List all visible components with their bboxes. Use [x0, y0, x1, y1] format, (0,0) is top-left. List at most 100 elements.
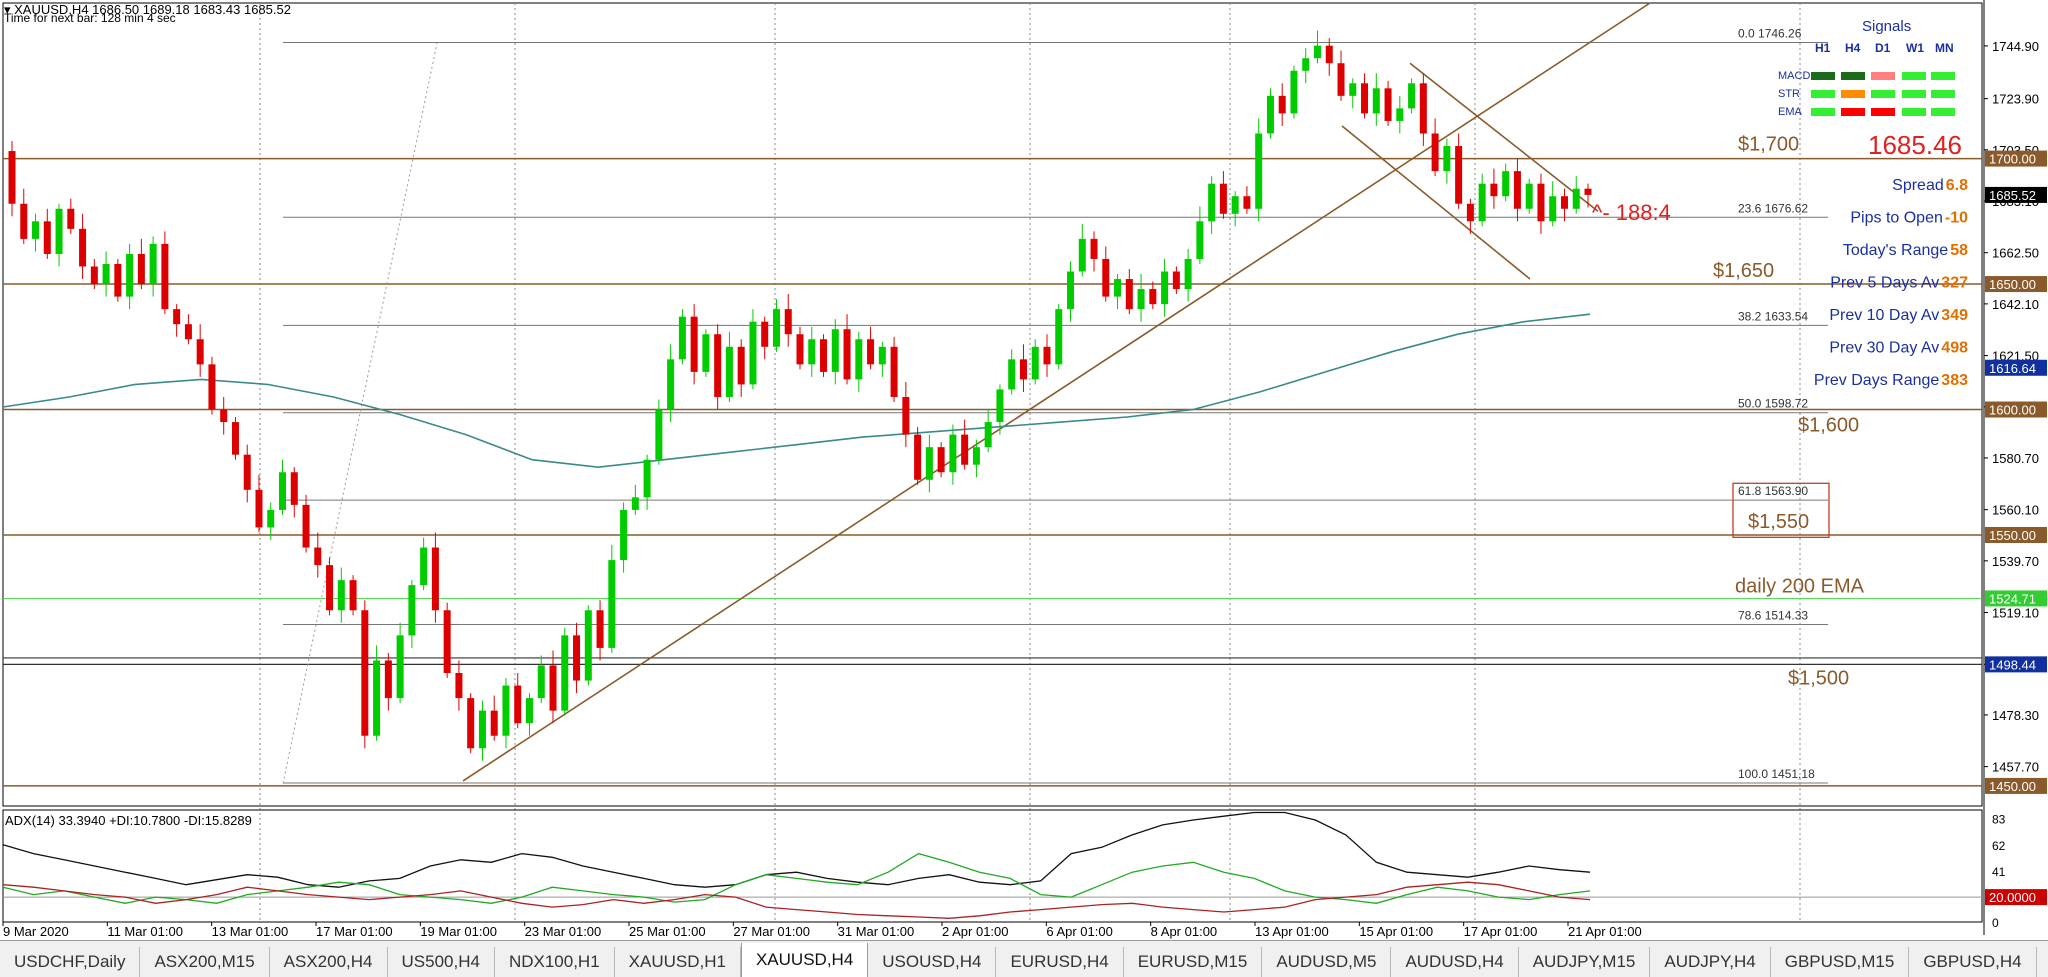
- tab-gbpusd-m15[interactable]: GBPUSD,M15: [1771, 947, 1910, 977]
- candlesticks: [8, 30, 1592, 761]
- signal-indicator: [1931, 90, 1955, 98]
- adx-tick-label: 20.0000: [1989, 890, 2036, 905]
- candle-body: [1196, 221, 1204, 259]
- candle-body: [843, 329, 851, 380]
- tab-us500-h4[interactable]: US500,H4: [388, 947, 495, 977]
- candle-body: [1337, 63, 1345, 96]
- info-row: Pips to Open -10: [1850, 210, 1968, 227]
- fib-label: 0.0 1746.26: [1738, 26, 1802, 40]
- candle-body: [796, 334, 804, 365]
- info-label: Spread: [1892, 177, 1944, 194]
- candle-body: [514, 685, 522, 724]
- tab-audjpy-m15[interactable]: AUDJPY,M15: [1519, 947, 1651, 977]
- time-axis: 9 Mar 2020 11 Mar 01:00 13 Mar 01:00 17 Mar…: [2, 922, 1642, 939]
- level-text: $1,600: [1798, 415, 1859, 437]
- candle-body: [467, 698, 475, 749]
- candle-body: [831, 329, 839, 372]
- info-row: Today's Range 58: [1843, 242, 1968, 259]
- info-row: Prev 5 Days Av 327: [1830, 275, 1968, 292]
- level-price-label: 1550.00: [1989, 528, 2036, 543]
- level-price-marker: [1985, 150, 2047, 167]
- signal-indicator: [1841, 108, 1865, 116]
- x-tick-label: 31 Mar 01:00: [838, 924, 915, 939]
- tab-ndx100-h1[interactable]: NDX100,H1: [495, 947, 615, 977]
- candle-body: [537, 665, 545, 699]
- tab-nzdusd-m15[interactable]: NZDUSD,M15: [2037, 947, 2048, 977]
- tab-eurusd-h4[interactable]: EURUSD,H4: [996, 947, 1124, 977]
- candle-body: [326, 565, 334, 611]
- candle-body: [678, 316, 686, 360]
- candle-body: [725, 346, 733, 397]
- signals-column-label: D1: [1875, 41, 1891, 55]
- candle-body: [949, 434, 957, 473]
- candle-body: [126, 253, 134, 297]
- y-tick-label: 1519.10: [1992, 606, 2039, 621]
- candle-body: [914, 434, 922, 480]
- signal-indicator: [1902, 90, 1926, 98]
- candle-body: [1502, 171, 1510, 197]
- candle-body: [1455, 146, 1463, 204]
- candle-body: [55, 208, 63, 254]
- signal-indicator: [1811, 72, 1835, 80]
- candle-body: [890, 346, 898, 397]
- ema-curve: [2, 313, 1591, 469]
- tab-asx200-h4[interactable]: ASX200,H4: [270, 947, 388, 977]
- candle-body: [1255, 133, 1263, 209]
- tab-xauusd-h1[interactable]: XAUUSD,H1: [615, 947, 741, 977]
- info-value: 349: [1941, 307, 1968, 324]
- tab-usdchf-daily[interactable]: USDCHF,Daily: [0, 947, 141, 977]
- candle-body: [243, 454, 251, 490]
- candle-body: [1055, 309, 1063, 365]
- candle-body: [384, 660, 392, 699]
- tab-asx200-m15[interactable]: ASX200,M15: [140, 947, 270, 977]
- candle-body: [1408, 83, 1416, 109]
- info-label: Prev 30 Day Av: [1829, 340, 1939, 357]
- candle-body: [784, 309, 792, 335]
- candle-body: [1184, 258, 1192, 290]
- adx-label: ADX(14) 33.3940 +DI:10.7800 -DI:15.8289: [5, 813, 252, 828]
- signal-indicator: [1931, 108, 1955, 116]
- x-tick-label: 13 Apr 01:00: [1255, 924, 1329, 939]
- x-tick-label: 8 Apr 01:00: [1151, 924, 1218, 939]
- candle-body: [79, 228, 87, 267]
- candle-body: [20, 203, 28, 239]
- x-tick-label: 17 Apr 01:00: [1464, 924, 1538, 939]
- candle-body: [714, 334, 722, 397]
- candle-body: [996, 389, 1004, 423]
- candle-body: [643, 459, 651, 498]
- tab-audusd-m5[interactable]: AUDUSD,M5: [1262, 947, 1392, 977]
- tab-eurusd-m15[interactable]: EURUSD,M15: [1124, 947, 1263, 977]
- x-tick-label: 17 Mar 01:00: [316, 924, 393, 939]
- signal-indicator: [1871, 72, 1895, 80]
- fib-label: 61.8 1563.90: [1738, 484, 1808, 498]
- tab-gbpusd-h4[interactable]: GBPUSD,H4: [1909, 947, 2037, 977]
- signals-column-label: MN: [1935, 41, 1954, 55]
- fibonacci-levels: 0.0 1746.26 23.6 1676.62 38.2 1633.54 50.0 …: [283, 26, 1828, 784]
- info-value: 6.8: [1946, 177, 1968, 194]
- level-text: $1,700: [1738, 134, 1799, 156]
- level-1500-text: $1,500: [1788, 667, 1849, 689]
- info-row: Spread 6.8: [1892, 177, 1968, 194]
- tab-xauusd-h4[interactable]: XAUUSD,H4: [740, 943, 869, 977]
- candle-body: [1313, 45, 1321, 59]
- candle-body: [584, 610, 592, 681]
- candle-body: [972, 447, 980, 465]
- candle-body: [173, 309, 181, 325]
- x-tick-label: 9 Mar 2020: [3, 924, 69, 939]
- candle-body: [690, 316, 698, 372]
- signals-column-label: W1: [1906, 41, 1924, 55]
- tab-audjpy-h4[interactable]: AUDJPY,H4: [1650, 947, 1771, 977]
- tab-usousd-h4[interactable]: USOUSD,H4: [868, 947, 997, 977]
- x-tick-label: 23 Mar 01:00: [525, 924, 602, 939]
- candle-body: [620, 509, 628, 561]
- signal-indicator: [1902, 72, 1926, 80]
- candle-body: [1243, 196, 1251, 209]
- adx-frame: [2, 809, 1983, 923]
- level-price-marker: [1985, 276, 2047, 293]
- level-text: $1,650: [1713, 260, 1774, 282]
- candle-body: [8, 151, 16, 204]
- tab-audusd-h4[interactable]: AUDUSD,H4: [1391, 947, 1519, 977]
- price-marker-label: 1498.44: [1989, 657, 2036, 672]
